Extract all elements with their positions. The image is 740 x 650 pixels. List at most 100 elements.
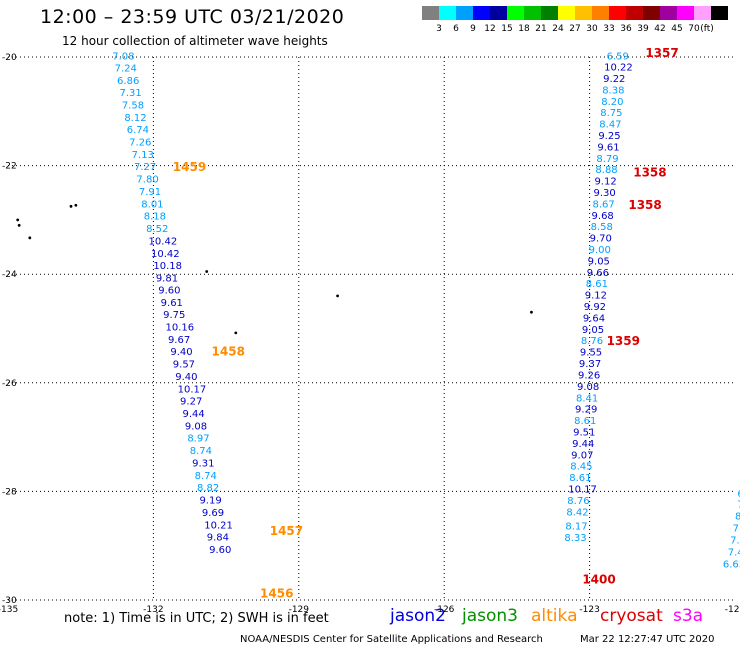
wave-height-value: 8.61	[569, 473, 591, 484]
colorbar-swatch	[626, 6, 643, 20]
colorbar-swatch	[439, 6, 456, 20]
wave-height-value: 6.86	[117, 76, 139, 87]
wave-height-value: 9.68	[592, 211, 614, 222]
timestamp-text: Mar 22 12:27:47 UTC 2020	[580, 634, 715, 645]
wave-height-value-edge: 8.4	[735, 512, 740, 523]
wave-height-value: 9.31	[192, 458, 214, 469]
colorbar-swatch	[490, 6, 507, 20]
wave-height-value: 6.74	[127, 125, 149, 136]
island-dot	[336, 294, 339, 298]
colorbar-swatch	[507, 6, 524, 20]
wave-height-value: 8.88	[595, 165, 617, 176]
colorbar-label: 27	[569, 24, 580, 34]
wave-height-value: 9.25	[598, 131, 620, 142]
wave-height-value: 8.52	[146, 224, 168, 235]
pass-time-label: 1358	[628, 198, 661, 212]
footer-note: note: 1) Time is in UTC; 2) SWH is in fe…	[64, 611, 329, 626]
colorbar-swatch	[558, 6, 575, 20]
wave-height-value: 9.26	[578, 370, 600, 381]
satellite-label-jason3: jason3	[462, 606, 518, 626]
pass-time-label: 1400	[582, 573, 615, 587]
wave-height-value: 9.61	[597, 142, 619, 153]
wave-height-value: 10.21	[204, 520, 233, 531]
wave-height-value: 9.81	[156, 273, 178, 284]
island-dot	[69, 204, 73, 208]
satellite-label-altika: altika	[531, 606, 578, 626]
colorbar-swatch	[609, 6, 626, 20]
color-scale-legend: 3 6 9 12 15 18 21 24 27 30 33 36 39 42 45 70 (ft)	[422, 6, 728, 34]
wave-height-value: 7.24	[115, 64, 137, 75]
page-title: 12:00 – 23:59 UTC 03/21/2020	[40, 6, 345, 28]
wave-height-value: 9.61	[161, 298, 183, 309]
wave-height-value: 9.44	[182, 409, 204, 420]
wave-height-value: 7.91	[139, 187, 161, 198]
colorbar-label: 39	[637, 24, 649, 34]
island-dot	[16, 218, 20, 222]
wave-height-value: 8.82	[197, 483, 219, 494]
credit-text: NOAA/NESDIS Center for Satellite Applica…	[240, 634, 543, 645]
x-tick-label: -135	[0, 605, 18, 615]
colorbar-label: 18	[518, 24, 530, 34]
wave-height-value: 10.42	[151, 249, 180, 260]
wave-height-value-edge: 7.5	[733, 524, 740, 535]
wave-height-value: 7.08	[112, 52, 134, 63]
wave-height-value: 9.69	[202, 508, 224, 519]
wave-height-value: 8.45	[570, 462, 592, 473]
wave-height-value: 8.33	[564, 533, 586, 544]
wave-height-value: 10.17	[568, 484, 597, 495]
wave-height-value: 8.47	[599, 120, 621, 131]
wave-height-values: 7.087.246.867.31 7.588.126.74 7.267.137.27…	[112, 52, 740, 571]
pass-time-label: 1359	[607, 334, 640, 348]
island-markers	[16, 203, 533, 335]
wave-height-value: 9.08	[577, 382, 599, 393]
colorbar-swatch	[711, 6, 728, 20]
wave-height-value-edge: 7.42	[728, 547, 740, 558]
wave-height-value: 10.18	[153, 261, 182, 272]
pass-time-label: 1459	[173, 160, 206, 174]
colorbar-swatch	[660, 6, 677, 20]
pass-time-label: 1458	[212, 345, 245, 359]
wave-height-value: 7.27	[134, 162, 156, 173]
wave-height-value: 7.58	[122, 101, 144, 112]
map-frame	[8, 56, 735, 601]
satellite-label-jason2: jason2	[390, 606, 446, 626]
x-tick-label: -123	[579, 605, 599, 615]
satellite-label-cryosat: cryosat	[600, 606, 663, 626]
wave-height-value: 7.13	[132, 150, 154, 161]
wave-height-value: 8.42	[566, 507, 588, 518]
wave-height-value: 9.70	[590, 234, 612, 245]
wave-height-value: 10.16	[166, 323, 195, 334]
wave-height-value: 8.41	[576, 393, 598, 404]
colorbar-swatch	[592, 6, 609, 20]
satellite-label-s3a: s3a	[673, 606, 704, 626]
colorbar-label: 36	[620, 24, 632, 34]
island-dot	[234, 331, 238, 335]
x-tick-label: -126	[434, 605, 455, 615]
colorbar-label: 21	[535, 24, 546, 34]
colorbar-label: 9	[470, 24, 476, 34]
wave-height-value: 9.37	[579, 359, 601, 370]
wave-height-value: 8.38	[602, 85, 624, 96]
island-dot	[205, 270, 209, 273]
wave-height-value: 9.19	[199, 495, 221, 506]
wave-height-value: 8.01	[141, 199, 163, 210]
colorbar-label: 70	[688, 24, 700, 34]
pass-time-label: 1456	[260, 586, 293, 600]
colorbar-label: 12	[484, 24, 495, 34]
wave-height-value: 9.60	[158, 286, 180, 297]
wave-height-value: 8.76	[581, 336, 603, 347]
colorbar-label: 45	[671, 24, 682, 34]
colorbar-swatch	[643, 6, 660, 20]
wave-height-value: 9.66	[587, 268, 609, 279]
wave-height-value: 9.12	[585, 291, 607, 302]
wave-height-value: 8.75	[600, 108, 622, 119]
wave-height-value-edge: 6.63	[723, 559, 740, 570]
page-subtitle: 12 hour collection of altimeter wave hei…	[62, 34, 328, 48]
colorbar-swatch	[456, 6, 473, 20]
wave-height-value: 8.58	[591, 222, 613, 233]
y-tick-label: -24	[2, 270, 17, 280]
wave-height-value: 8.76	[567, 496, 589, 507]
wave-height-value: 8.61	[574, 416, 596, 427]
wave-height-value: 9.67	[168, 335, 190, 346]
